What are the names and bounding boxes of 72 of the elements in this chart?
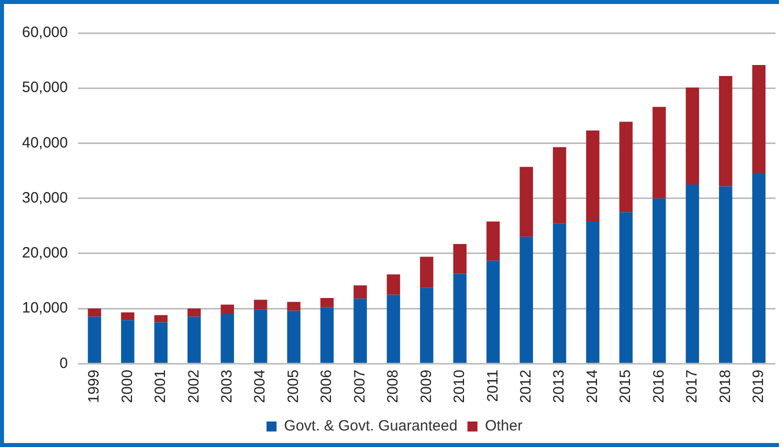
- x-tick-label: 2014: [584, 370, 601, 404]
- x-tick-label: 2012: [517, 370, 534, 404]
- bar: [386, 274, 400, 295]
- x-tick-label: 2006: [318, 370, 336, 404]
- bar: [486, 221, 500, 261]
- bar: [254, 300, 268, 310]
- bar: [220, 314, 234, 363]
- x-tick-label: 1999: [86, 370, 103, 404]
- bar: [520, 166, 533, 237]
- x-tick-label: 2019: [750, 370, 767, 404]
- x-tick-label: 2010: [451, 370, 468, 404]
- y-tick-label: 0: [60, 354, 68, 372]
- bar: [354, 298, 367, 363]
- y-tick-label: 20,000: [22, 244, 68, 262]
- y-tick-label: 40,000: [22, 134, 68, 152]
- x-tick-label: 2011: [484, 370, 502, 402]
- bar: [586, 221, 600, 363]
- x-tick-label: 2018: [716, 370, 734, 404]
- bar: [586, 130, 600, 222]
- bar: [220, 304, 234, 314]
- bar: [154, 322, 168, 363]
- bar: [354, 285, 367, 299]
- bar: [154, 315, 168, 322]
- x-tick-label: 2000: [118, 370, 136, 404]
- bar: [552, 147, 566, 224]
- bar: [88, 316, 102, 363]
- bar: [420, 256, 434, 288]
- bar: [552, 223, 566, 363]
- bar: [188, 308, 201, 317]
- bar: [121, 320, 134, 363]
- bar: [718, 186, 732, 363]
- bar: [420, 288, 434, 363]
- x-tick-label: 2004: [252, 370, 269, 404]
- y-tick-label: 50,000: [22, 79, 68, 96]
- bar: [718, 76, 732, 186]
- bar: [520, 236, 533, 363]
- x-tick-label: 2013: [550, 370, 568, 404]
- bar: [188, 316, 201, 363]
- bar: [453, 244, 467, 274]
- x-tick-label: 2015: [617, 370, 634, 404]
- bar: [652, 198, 666, 363]
- y-tick-label: 10,000: [22, 300, 68, 317]
- bar: [619, 212, 633, 363]
- bar: [287, 302, 300, 311]
- bar: [386, 294, 400, 363]
- x-tick-label: 2002: [185, 370, 202, 404]
- y-tick-label: 30,000: [22, 189, 68, 206]
- y-tick-label: 60,000: [22, 24, 68, 42]
- bar: [652, 106, 666, 198]
- bar: [121, 312, 134, 320]
- bar: [686, 184, 700, 363]
- x-tick-label: 2001: [152, 370, 170, 404]
- legend-label: Other: [484, 418, 522, 435]
- bar: [287, 310, 300, 363]
- bar: [453, 274, 467, 363]
- bar: [752, 172, 766, 363]
- bar: [486, 260, 500, 363]
- bar: [320, 307, 334, 363]
- bar: [320, 298, 334, 308]
- x-tick-label: 2008: [384, 370, 402, 404]
- x-tick-label: 2017: [684, 370, 701, 404]
- x-tick-label: 2016: [650, 370, 668, 404]
- bar: [88, 308, 102, 317]
- x-tick-label: 2009: [418, 370, 435, 404]
- x-tick-label: 2003: [218, 370, 236, 404]
- x-tick-label: 2007: [351, 370, 368, 404]
- x-tick-label: 2005: [284, 370, 302, 404]
- bar: [619, 122, 633, 212]
- bar: [686, 88, 700, 185]
- bar: [752, 64, 766, 173]
- legend-label: Govt. & Govt. Guaranteed: [284, 418, 458, 435]
- bar: [254, 310, 268, 363]
